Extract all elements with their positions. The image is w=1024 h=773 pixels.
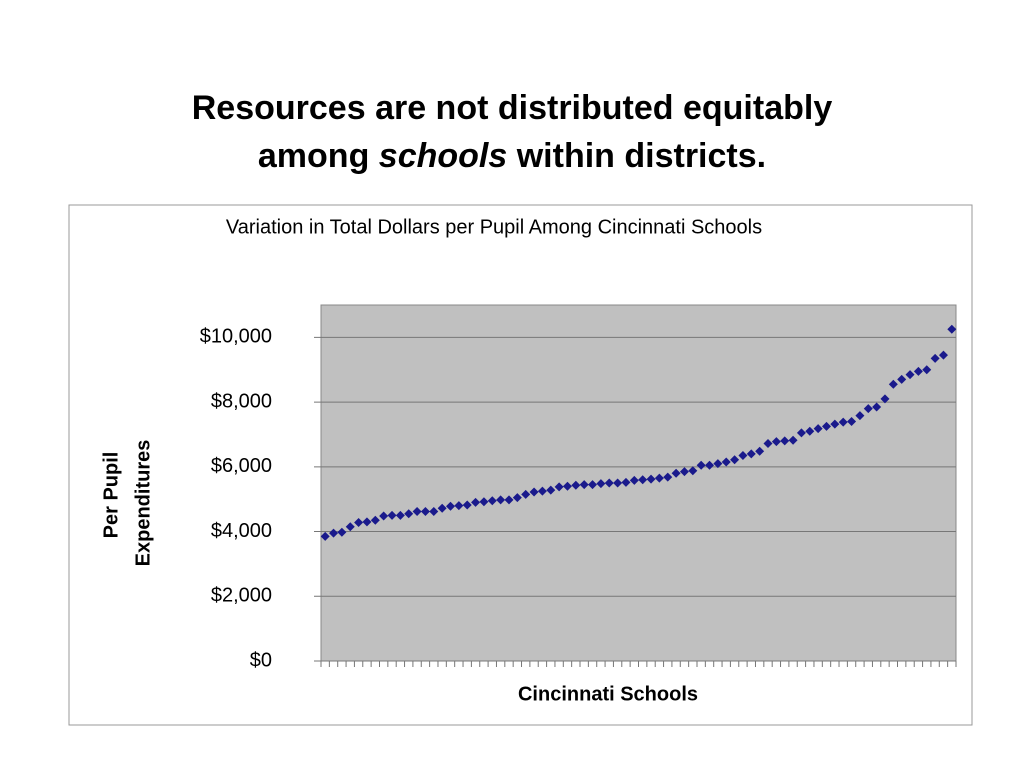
marker	[847, 417, 857, 427]
marker	[913, 366, 923, 376]
marker	[529, 487, 539, 497]
marker	[554, 482, 564, 492]
marker	[813, 424, 823, 434]
marker	[579, 480, 589, 490]
y-axis-label: Per Pupil	[100, 452, 122, 539]
marker	[721, 457, 731, 467]
marker	[771, 437, 781, 447]
marker	[387, 510, 397, 520]
marker	[537, 486, 547, 496]
marker	[938, 350, 948, 360]
marker	[663, 472, 673, 482]
marker	[345, 522, 355, 532]
marker	[679, 467, 689, 477]
x-axis-label: Cincinnati Schools	[518, 683, 698, 705]
marker	[596, 479, 606, 489]
marker	[471, 497, 481, 507]
marker	[379, 511, 389, 521]
marker	[329, 528, 339, 538]
slide-title: among schools within districts.	[258, 137, 766, 175]
y-tick-label: $6,000	[211, 455, 272, 477]
slide-title: Resources are not distributed equitably	[192, 89, 833, 127]
marker	[395, 510, 405, 520]
marker	[713, 459, 723, 469]
y-axis-label: Expenditures	[132, 440, 154, 567]
marker	[404, 509, 414, 519]
marker	[437, 503, 447, 513]
marker	[588, 480, 598, 490]
marker	[688, 466, 698, 476]
marker	[571, 480, 581, 490]
marker	[629, 475, 639, 485]
marker	[763, 439, 773, 449]
marker	[738, 450, 748, 460]
marker	[604, 478, 614, 488]
marker	[922, 365, 932, 375]
marker	[696, 460, 706, 470]
y-tick-label: $10,000	[200, 326, 272, 348]
marker	[880, 394, 890, 404]
y-tick-label: $2,000	[211, 585, 272, 607]
marker	[654, 473, 664, 483]
marker	[320, 531, 330, 541]
marker	[872, 402, 882, 412]
marker	[613, 478, 623, 488]
marker	[730, 455, 740, 465]
marker	[830, 419, 840, 429]
marker	[621, 477, 631, 487]
marker	[512, 493, 522, 503]
marker	[788, 435, 798, 445]
marker	[855, 411, 865, 421]
marker	[354, 517, 364, 527]
marker	[671, 468, 681, 478]
marker	[796, 428, 806, 438]
marker	[496, 495, 506, 505]
marker	[780, 436, 790, 446]
marker	[755, 446, 765, 456]
marker	[420, 506, 430, 516]
marker	[412, 506, 422, 516]
title-part: within districts.	[516, 137, 766, 175]
marker	[521, 489, 531, 499]
marker	[646, 474, 656, 484]
marker	[805, 426, 815, 436]
marker	[905, 370, 915, 380]
marker	[930, 353, 940, 363]
y-tick-label: $4,000	[211, 520, 272, 542]
marker	[897, 374, 907, 384]
marker	[487, 496, 497, 506]
plot-area	[320, 304, 957, 662]
marker	[546, 485, 556, 495]
y-tick-label: $0	[250, 649, 272, 671]
marker	[454, 501, 464, 511]
marker	[638, 475, 648, 485]
title-part: among	[258, 137, 369, 175]
marker	[370, 515, 380, 525]
marker	[821, 421, 831, 431]
title-emphasis: schools	[379, 137, 507, 175]
marker	[337, 527, 347, 537]
marker	[863, 404, 873, 414]
marker	[429, 506, 439, 516]
marker	[947, 324, 957, 334]
marker	[446, 501, 456, 511]
y-tick-label: $8,000	[211, 390, 272, 412]
chart-title: Variation in Total Dollars per Pupil Amo…	[226, 216, 762, 238]
marker	[705, 460, 715, 470]
marker	[362, 517, 372, 527]
marker	[479, 497, 489, 507]
marker	[562, 481, 572, 491]
marker	[746, 449, 756, 459]
marker	[838, 417, 848, 427]
marker	[462, 500, 472, 510]
marker	[504, 495, 514, 505]
marker	[888, 379, 898, 389]
